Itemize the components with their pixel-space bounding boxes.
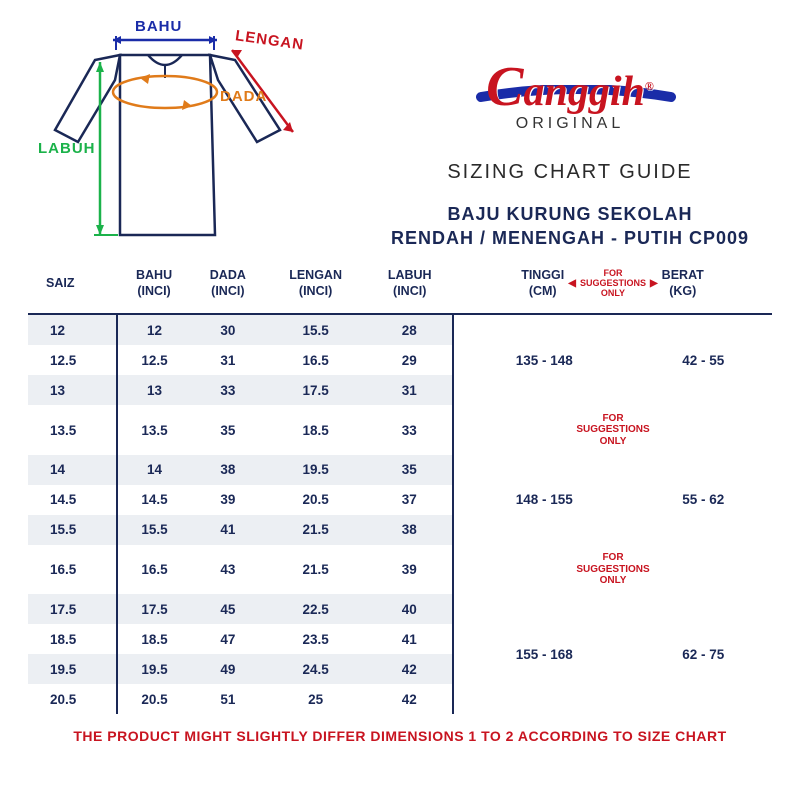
cell-lengan: 15.5	[265, 314, 367, 345]
th-dada: DADA(INCI)	[191, 260, 265, 314]
cell-dada: 39	[191, 485, 265, 515]
cell-bahu: 14.5	[117, 485, 191, 515]
th-right-group: TINGGI(CM) ◀ FORSUGGESTIONSONLY ▶ BERAT(…	[453, 260, 772, 314]
cell-bahu: 20.5	[117, 684, 191, 714]
cell-bahu: 18.5	[117, 624, 191, 654]
cell-dada: 47	[191, 624, 265, 654]
cell-saiz: 17.5	[28, 594, 117, 624]
cell-tinggi: 155 - 168	[453, 594, 634, 714]
cell-bahu: 12.5	[117, 345, 191, 375]
label-bahu: BAHU	[135, 18, 182, 35]
cell-suggestion-note: FORSUGGESTIONSONLY	[453, 545, 772, 595]
table-header-row: SAIZ BAHU(INCI) DADA(INCI) LENGAN(INCI) …	[28, 260, 772, 314]
product-title-l1: BAJU KURUNG SEKOLAH	[340, 202, 800, 226]
cell-suggestion-note: FORSUGGESTIONSONLY	[453, 405, 772, 455]
table-row: 13.513.53518.533FORSUGGESTIONSONLY	[28, 405, 772, 455]
cell-dada: 45	[191, 594, 265, 624]
cell-lengan: 21.5	[265, 545, 367, 595]
cell-lengan: 18.5	[265, 405, 367, 455]
table-row: 17.517.54522.540155 - 16862 - 75	[28, 594, 772, 624]
product-title-l2: RENDAH / MENENGAH - PUTIH CP009	[340, 226, 800, 250]
cell-labuh: 39	[366, 545, 453, 595]
cell-dada: 43	[191, 545, 265, 595]
cell-bahu: 14	[117, 455, 191, 485]
cell-lengan: 24.5	[265, 654, 367, 684]
th-lengan: LENGAN(INCI)	[265, 260, 367, 314]
cell-berat: 55 - 62	[634, 455, 772, 545]
brand-logo: Canggih® ORIGINAL	[486, 55, 654, 133]
brand-reg: ®	[645, 79, 654, 93]
product-title: BAJU KURUNG SEKOLAH RENDAH / MENENGAH - …	[340, 202, 800, 251]
cell-labuh: 35	[366, 455, 453, 485]
cell-berat: 62 - 75	[634, 594, 772, 714]
cell-labuh: 28	[366, 314, 453, 345]
cell-lengan: 20.5	[265, 485, 367, 515]
cell-saiz: 19.5	[28, 654, 117, 684]
cell-saiz: 12	[28, 314, 117, 345]
label-labuh: LABUH	[38, 140, 96, 157]
cell-labuh: 41	[366, 624, 453, 654]
brand-area: Canggih® ORIGINAL SIZING CHART GUIDE BAJ…	[340, 0, 800, 260]
cell-labuh: 42	[366, 684, 453, 714]
cell-bahu: 16.5	[117, 545, 191, 595]
cell-lengan: 21.5	[265, 515, 367, 545]
cell-saiz: 13.5	[28, 405, 117, 455]
cell-saiz: 20.5	[28, 684, 117, 714]
th-bahu: BAHU(INCI)	[117, 260, 191, 314]
cell-labuh: 40	[366, 594, 453, 624]
cell-dada: 35	[191, 405, 265, 455]
table-body: 12123015.528135 - 14842 - 5512.512.53116…	[28, 314, 772, 714]
cell-saiz: 16.5	[28, 545, 117, 595]
cell-dada: 38	[191, 455, 265, 485]
table-row: 14143819.535148 - 15555 - 62	[28, 455, 772, 485]
label-dada: DADA	[220, 88, 267, 105]
cell-lengan: 17.5	[265, 375, 367, 405]
cell-saiz: 13	[28, 375, 117, 405]
sizing-table: SAIZ BAHU(INCI) DADA(INCI) LENGAN(INCI) …	[28, 260, 772, 714]
th-labuh: LABUH(INCI)	[366, 260, 453, 314]
cell-dada: 51	[191, 684, 265, 714]
cell-dada: 31	[191, 345, 265, 375]
cell-saiz: 14.5	[28, 485, 117, 515]
cell-bahu: 17.5	[117, 594, 191, 624]
th-saiz: SAIZ	[28, 260, 117, 314]
cell-dada: 41	[191, 515, 265, 545]
cell-bahu: 19.5	[117, 654, 191, 684]
brand-name: anggih	[524, 69, 645, 115]
chart-guide-title: SIZING CHART GUIDE	[340, 161, 800, 184]
cell-lengan: 25	[265, 684, 367, 714]
cell-berat: 42 - 55	[634, 314, 772, 405]
cell-bahu: 13.5	[117, 405, 191, 455]
top-section: BAHU LENGAN DADA LABUH Canggih® ORIGINAL…	[0, 0, 800, 260]
cell-bahu: 13	[117, 375, 191, 405]
cell-saiz: 12.5	[28, 345, 117, 375]
cell-dada: 49	[191, 654, 265, 684]
table-row: 12123015.528135 - 14842 - 55	[28, 314, 772, 345]
cell-labuh: 38	[366, 515, 453, 545]
cell-bahu: 15.5	[117, 515, 191, 545]
cell-lengan: 19.5	[265, 455, 367, 485]
cell-tinggi: 135 - 148	[453, 314, 634, 405]
table-row: 16.516.54321.539FORSUGGESTIONSONLY	[28, 545, 772, 595]
cell-saiz: 15.5	[28, 515, 117, 545]
cell-labuh: 33	[366, 405, 453, 455]
cell-lengan: 16.5	[265, 345, 367, 375]
cell-dada: 33	[191, 375, 265, 405]
cell-bahu: 12	[117, 314, 191, 345]
brand-initial: C	[486, 56, 523, 118]
garment-diagram: BAHU LENGAN DADA LABUH	[0, 0, 340, 260]
cell-saiz: 14	[28, 455, 117, 485]
cell-lengan: 23.5	[265, 624, 367, 654]
cell-labuh: 42	[366, 654, 453, 684]
cell-labuh: 37	[366, 485, 453, 515]
footer-note: THE PRODUCT MIGHT SLIGHTLY DIFFER DIMENS…	[0, 728, 800, 744]
sizing-table-wrap: SAIZ BAHU(INCI) DADA(INCI) LENGAN(INCI) …	[0, 260, 800, 714]
cell-labuh: 31	[366, 375, 453, 405]
cell-tinggi: 148 - 155	[453, 455, 634, 545]
cell-dada: 30	[191, 314, 265, 345]
cell-saiz: 18.5	[28, 624, 117, 654]
cell-labuh: 29	[366, 345, 453, 375]
cell-lengan: 22.5	[265, 594, 367, 624]
